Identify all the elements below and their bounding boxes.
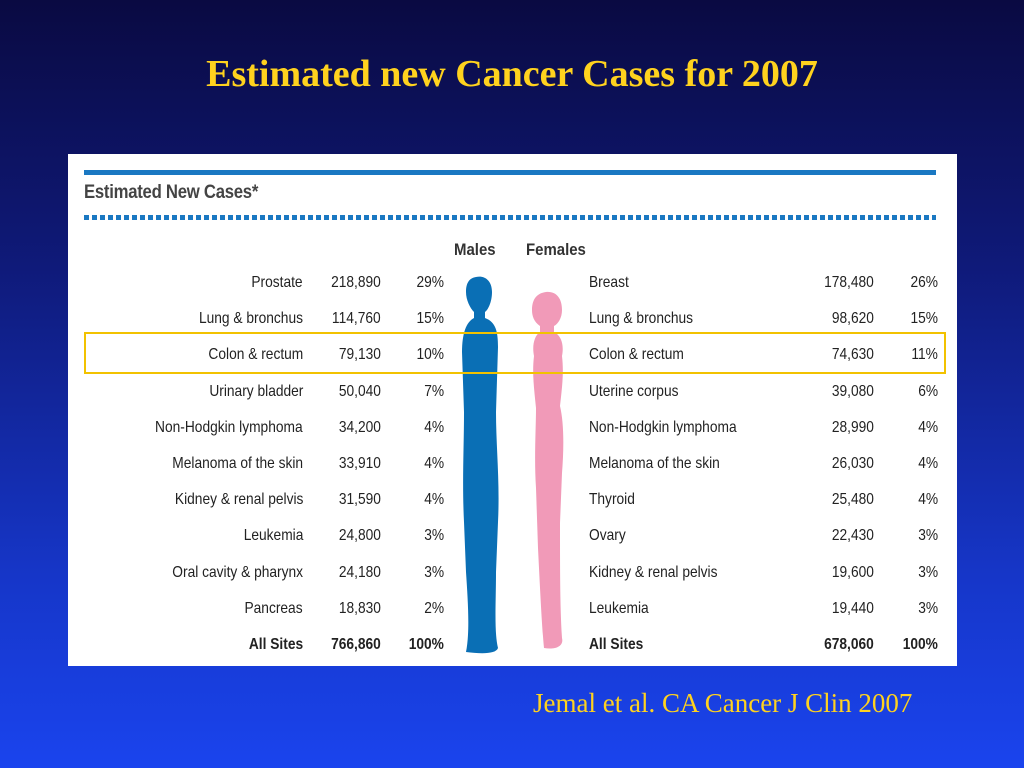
males-pct-cell: 2% [424,599,444,617]
males-pct-cell: 4% [424,455,444,472]
females-cases-cell: 178,480 [824,274,874,291]
males-site-cell: Non-Hodgkin lymphoma [155,418,303,436]
females-pct-cell: 15% [910,310,938,328]
males-site-cell: Melanoma of the skin [172,455,303,472]
males-site-cell: Urinary bladder [208,382,303,400]
dashed-rule [84,215,936,220]
females-pct-cell: 3% [918,563,938,581]
males-cases-cell: 18,830 [338,599,381,617]
females-cases-cell: 25,480 [831,491,874,509]
males-pct-cell: 29% [416,274,444,291]
males-header: Males [454,240,496,259]
males-pct-cell: 4% [424,418,444,436]
females-pct-cell: 100% [902,636,938,653]
females-site-cell: Lung & bronchus [589,310,694,328]
females-cases-cell: 19,600 [831,563,874,581]
males-cases-cell: 34,200 [338,418,381,436]
cancer-table-panel: Estimated New Cases* Males Females Prost… [68,154,957,666]
males-site-cell: All Sites [248,636,303,653]
females-cases-cell: 28,990 [831,418,874,436]
males-pct-cell: 3% [424,527,444,545]
females-pct-cell: 4% [918,418,938,436]
females-header: Females [526,240,586,259]
females-site-cell: Melanoma of the skin [589,455,720,472]
females-cases-cell: 19,440 [831,599,874,617]
males-pct-cell: 100% [408,636,444,653]
males-site-cell: Pancreas [244,599,303,617]
male-figure-icon [462,276,499,654]
females-cases-cell: 22,430 [831,527,874,545]
males-cases-cell: 24,800 [338,527,381,545]
males-site-cell: Colon & rectum [208,346,303,364]
males-site-cell: Kidney & renal pelvis [174,491,303,509]
females-cases-cell: 98,620 [831,310,874,328]
males-site-cell: Oral cavity & pharynx [172,563,303,581]
males-site-cell: Lung & bronchus [198,310,303,328]
males-pct-cell: 10% [416,346,444,364]
males-cases-cell: 766,860 [331,636,381,653]
females-site-cell: Ovary [589,527,626,545]
females-site-cell: Uterine corpus [589,382,679,400]
males-cases-cell: 24,180 [338,563,381,581]
males-cases-cell: 33,910 [338,455,381,472]
males-site-cell: Leukemia [243,527,303,545]
females-cases-cell: 26,030 [831,455,874,472]
females-pct-cell: 6% [918,382,938,400]
males-cases-cell: 50,040 [338,382,381,400]
females-site-cell: Breast [589,274,629,291]
males-site-cell: Prostate [251,274,303,291]
females-pct-cell: 11% [911,346,938,364]
females-pct-cell: 4% [918,491,938,509]
females-pct-cell: 4% [918,455,938,472]
females-cases-cell: 39,080 [831,382,874,400]
females-site-cell: Non-Hodgkin lymphoma [589,418,737,436]
males-cases-cell: 31,590 [338,491,381,509]
females-pct-cell: 3% [918,599,938,617]
males-pct-cell: 15% [416,310,444,328]
females-pct-cell: 3% [918,527,938,545]
females-pct-cell: 26% [910,274,938,291]
males-cases-cell: 114,760 [332,310,381,328]
males-pct-cell: 7% [424,382,444,400]
females-site-cell: Kidney & renal pelvis [589,563,718,581]
males-pct-cell: 4% [424,491,444,509]
females-cases-cell: 678,060 [824,636,874,653]
males-cases-cell: 79,130 [338,346,381,364]
colon-rectum-highlight [84,332,946,374]
males-cases-cell: 218,890 [331,274,381,291]
slide-title: Estimated new Cancer Cases for 2007 [206,53,818,95]
females-site-cell: Colon & rectum [589,346,684,364]
females-site-cell: Leukemia [589,599,649,617]
females-site-cell: All Sites [589,636,644,653]
table-heading: Estimated New Cases* [84,182,259,203]
males-pct-cell: 3% [424,563,444,581]
females-site-cell: Thyroid [589,491,635,509]
top-rule [84,170,936,175]
citation: Jemal et al. CA Cancer J Clin 2007 [533,688,913,718]
females-cases-cell: 74,630 [831,346,874,364]
female-figure-icon [532,291,564,649]
